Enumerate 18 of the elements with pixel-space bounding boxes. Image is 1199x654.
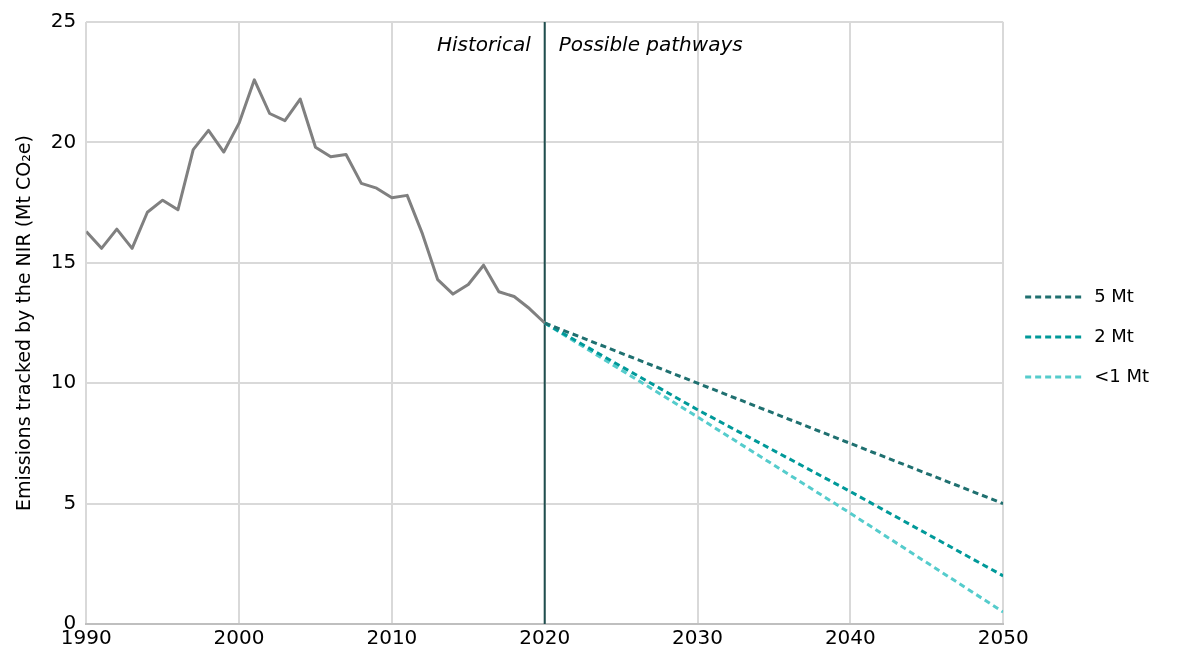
x-tick-label: 2040: [824, 625, 876, 650]
legend-label: 2 Mt: [1094, 324, 1134, 346]
x-tick-label: 2050: [977, 625, 1029, 650]
line-series: [543, 321, 1004, 506]
y-tick-label: 20: [50, 128, 77, 153]
x-tick-label: 2020: [519, 625, 571, 650]
y-tick-label: 15: [50, 249, 77, 273]
annotation: Possible pathways: [558, 32, 743, 57]
x-tick-label: 2010: [366, 625, 418, 650]
annotation: Historical: [437, 32, 532, 57]
legend-label: <1 Mt: [1094, 364, 1149, 386]
x-tick-label: 2030: [672, 625, 723, 650]
x-tick-label: 2000: [213, 625, 265, 650]
legend-label: 5 Mt: [1094, 284, 1134, 306]
y-axis-title: Emissions tracked by the NIR (Mt CO₂e): [12, 135, 35, 511]
y-tick-label: 25: [50, 8, 77, 33]
y-tick-label: 5: [63, 489, 77, 514]
y-tick-label: 10: [50, 369, 77, 394]
